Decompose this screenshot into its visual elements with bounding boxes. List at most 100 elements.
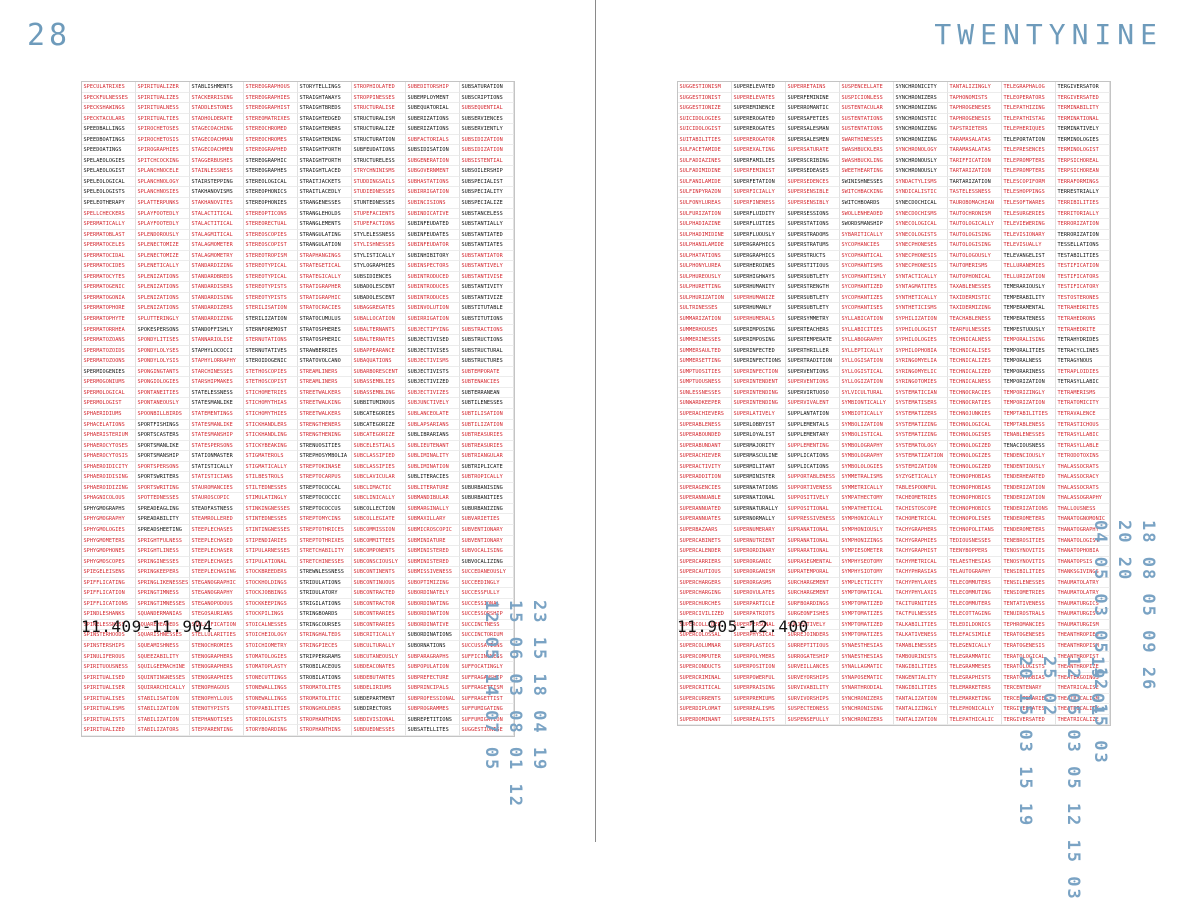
word-cell: TERPSICHOREAN [1056,166,1110,177]
word-cell: SYNCHRONISING [840,704,894,715]
word-cell: SUPERMINISTER [732,472,786,483]
word-cell: STRAIGHTEDGED [298,113,352,125]
word-cell: SUPPLEMENTALS [786,419,840,431]
word-cell: SUBMINIATURE [406,535,460,547]
word-cell: STENOGRAPHIES [190,672,244,684]
word-cell: TETRASTICHOUS [1056,419,1110,431]
word-cell: SYCOPHANCIES [840,240,894,251]
word-cell: TERRITORIALLY [1056,208,1110,220]
word-cell: SUCCEEDINGLY [460,577,514,589]
word-cell: SUBCATEGORIES [352,408,406,420]
word-cell: SPHAERISTERIUM [82,430,136,441]
word-cell: SUBMINISTERED [406,556,460,568]
word-cell: SUBIRRIGATION [406,187,460,199]
word-cell: SPERMATOPHYTE [82,314,136,325]
word-cell: STIGMATICALLY [244,461,298,473]
word-cell: THANATOGRAPHY [1056,524,1110,536]
word-cell: TANTALIZATION [894,693,948,705]
word-cell: TARAMASALATAS [948,145,1002,156]
word-cell: STEREOLOGICAL [244,176,298,188]
word-cell: SUBSERVIENTLY [460,124,514,135]
word-cell: SUBMICROSCOPIC [406,524,460,536]
word-cell: TELEVIEWERING [1002,219,1056,230]
word-cell: STROPHANTHINS [298,725,352,736]
word-cell: SPHAGNICOLOUS [82,493,136,504]
word-cell: TELEVISIONARY [1002,229,1056,241]
word-cell: STATESPERSONS [190,440,244,452]
word-cell: SUPPOSITIVELY [786,493,840,504]
word-cell: SUBVOCALISING [460,546,514,557]
word-cell: TANTALIZATION [894,714,948,726]
word-cell: SPREADSHEETING [136,524,190,536]
word-cell: STATEMENTINGS [190,408,244,420]
word-cell: TERATOLOGISTS [1002,662,1056,673]
word-cell: SPECKTACULARS [82,113,136,125]
word-cell: SPHYGMOPHONES [82,546,136,557]
word-cell: SUBVOCALIZING [460,556,514,568]
word-cell: SUBSPECIALIST [460,176,514,188]
word-cell: SYMBIOTICALLY [840,408,894,420]
word-cell: TANTALIZINGLY [948,82,1002,93]
word-cell: STENOCHROMIES [190,640,244,652]
word-cell: SUPERADDITION [678,472,732,483]
word-cell: TEACHABLENESS [948,314,1002,325]
word-cell: SYNCHRONIZING [894,134,948,146]
word-cell: TETRATOMICITY [1056,398,1110,409]
word-cell: SPRIGHTLINESS [136,546,190,557]
word-cell: STROBILACEOUS [298,662,352,673]
word-cell: TENDERIZATION [1002,493,1056,504]
word-cell: SYNARTHRODIAL [840,683,894,694]
word-cell: SUPERANNUATED [678,503,732,515]
word-cell: TAMBOURINISTS [894,651,948,663]
vertical-number-line: 20 20 [1114,520,1134,582]
word-cell: SPRINGLIKENESSES [136,577,190,589]
word-cell: SUPERSTATIONS [786,219,840,230]
word-cell: STENOPHAGOUS [190,683,244,694]
word-cell: SUPERMILITANT [732,461,786,473]
word-cell: TENSIOMETRIES [1002,588,1056,599]
word-cell: SUPERFLUIDITY [732,208,786,220]
vertical-number-line: 23 15 18 04 19 [529,600,549,772]
word-cell: STRATEGETICAL [298,261,352,272]
word-cell: TENOSYNOVITIS [1002,546,1056,557]
word-cell: SUBREPETITIONS [406,714,460,726]
word-cell: TECHNOJUNKIES [948,408,1002,420]
word-cell: SPHACELATIONS [82,419,136,431]
word-cell: SYRINGOMYELIA [894,356,948,367]
word-cell: TEMPERATENESS [1002,314,1056,325]
word-cell: SPLENECTOMIZE [136,240,190,251]
word-cell: SULTRINESSES [678,303,732,315]
word-cell: STENOPHYLLOUS [190,693,244,705]
word-cell: SPLAYFOOTEDLY [136,208,190,220]
word-cell: TEMPORIZATION [1002,377,1056,388]
word-cell: TEMPORALISING [1002,335,1056,346]
word-cell: SUBALTERNATES [352,335,406,346]
word-cell: STRYCHNINISMS [352,166,406,177]
word-cell: SUMPTUOUSNESS [678,377,732,388]
word-cell: STERILISATION [244,303,298,315]
word-cell: SPHAEROCYTOSES [82,440,136,452]
word-cell: SQUINTINGNESSES [136,672,190,684]
word-cell: TELEPHERIQUES [1002,124,1056,135]
word-cell: SUPERROMANTIC [786,103,840,114]
word-cell: SULPHADIAZINE [678,219,732,230]
word-cell: STRATOSPHERES [298,324,352,336]
word-cell: SUBSTANTIVELY [460,261,514,272]
word-cell: SWASHBUCKLING [840,155,894,167]
word-cell: SUBSEQUENTIAL [460,103,514,114]
word-cell: SPHAEROIDICITY [82,461,136,473]
word-cell: SUPERFEMINIST [732,166,786,177]
word-cell: TENDERHEARTED [1002,472,1056,483]
word-cell: SPRIGHTFULNESS [136,535,190,547]
word-cell: SUSPICIONLESS [840,92,894,104]
word-cell: SYNECOLOGICAL [894,219,948,230]
word-cell: SYCOPHANTICAL [840,250,894,262]
word-cell: SPECULATRIXES [82,82,136,93]
word-cell: SPRINGINESSES [136,556,190,568]
word-cell: STRANGULATION [298,240,352,251]
word-cell: SPREADABILITY [136,514,190,525]
word-cell: SPLENECTOMIZE [136,250,190,262]
word-cell: SUPERVIRTUOSO [786,387,840,399]
vertical-number-code: 19 01 12 05 03 05 12 15 03 25 02 20 15 0… [1013,656,1109,901]
word-cell: STANDARDBREDS [190,271,244,283]
